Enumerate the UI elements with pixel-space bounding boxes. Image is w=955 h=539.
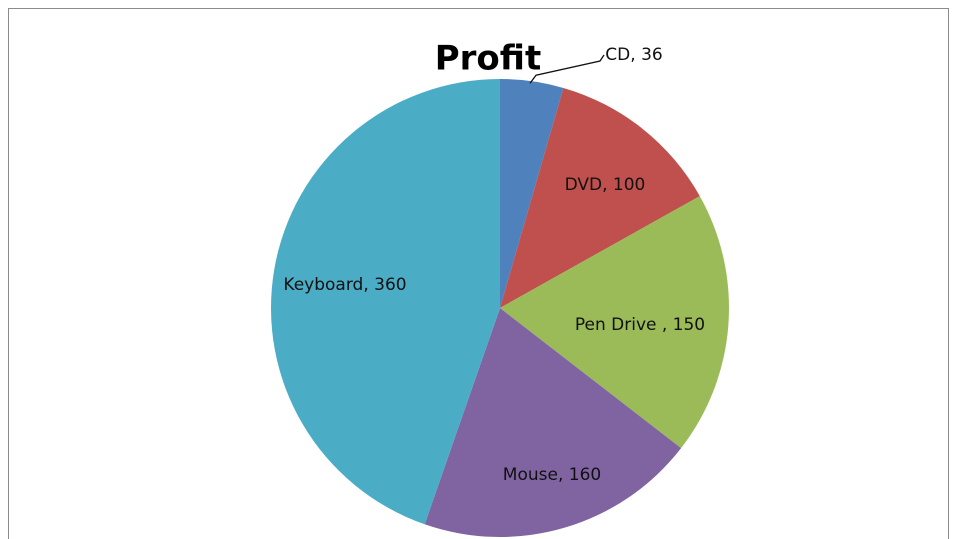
data-label: Pen Drive , 150 bbox=[575, 315, 705, 335]
leader-line bbox=[529, 54, 605, 84]
data-label: Keyboard, 360 bbox=[283, 275, 406, 295]
pie-slice bbox=[424, 308, 682, 537]
chart-title: Profit bbox=[435, 39, 542, 79]
data-label: DVD, 100 bbox=[565, 175, 646, 195]
data-label: CD, 36 bbox=[605, 45, 662, 65]
data-label: Mouse, 160 bbox=[503, 465, 601, 485]
pie bbox=[271, 79, 730, 537]
pie-slice bbox=[500, 87, 700, 308]
pie-slice bbox=[500, 79, 564, 308]
pie-slice bbox=[271, 79, 500, 525]
pie-slice bbox=[500, 196, 730, 449]
